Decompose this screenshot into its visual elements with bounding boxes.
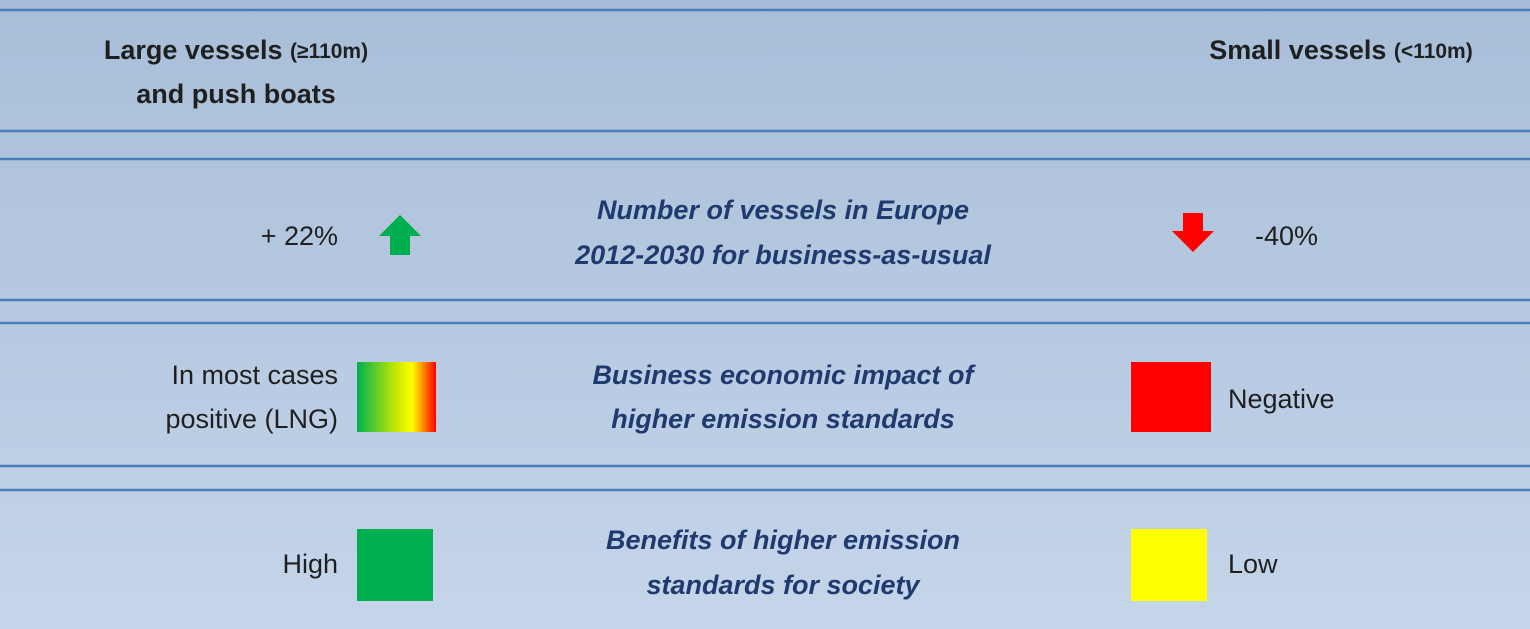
gradient-indicator bbox=[357, 362, 436, 432]
right-value: Low bbox=[1228, 549, 1278, 579]
row-label: higher emission standards bbox=[611, 404, 955, 434]
left-value: positive (LNG) bbox=[165, 404, 338, 434]
left-value: + 22% bbox=[261, 221, 338, 251]
red-indicator bbox=[1131, 362, 1211, 432]
header-qualifier: (≥110m) bbox=[290, 40, 368, 63]
right-value: -40% bbox=[1255, 221, 1318, 251]
header-right: Small vessels (<110m) bbox=[1209, 35, 1472, 65]
header-title: Large vessels bbox=[104, 35, 283, 65]
left-value: High bbox=[282, 549, 338, 579]
header-left: Large vessels (≥110m) bbox=[104, 35, 368, 65]
row-label: Number of vessels in Europe bbox=[597, 195, 969, 225]
header-left-line2: and push boats bbox=[136, 79, 336, 109]
left-value: In most cases bbox=[171, 360, 338, 390]
up-arrow bbox=[379, 215, 421, 255]
row-label: Benefits of higher emission bbox=[606, 525, 960, 555]
right-value: Negative bbox=[1228, 384, 1335, 414]
header-qualifier: (<110m) bbox=[1394, 40, 1473, 63]
green-indicator bbox=[357, 529, 433, 601]
row-label: 2012-2030 for business-as-usual bbox=[574, 240, 991, 270]
row-label: Business economic impact of bbox=[592, 360, 976, 390]
yellow-indicator bbox=[1131, 529, 1207, 601]
row-label: standards for society bbox=[646, 570, 921, 600]
down-arrow bbox=[1172, 213, 1214, 252]
header-title: Small vessels bbox=[1209, 35, 1386, 65]
